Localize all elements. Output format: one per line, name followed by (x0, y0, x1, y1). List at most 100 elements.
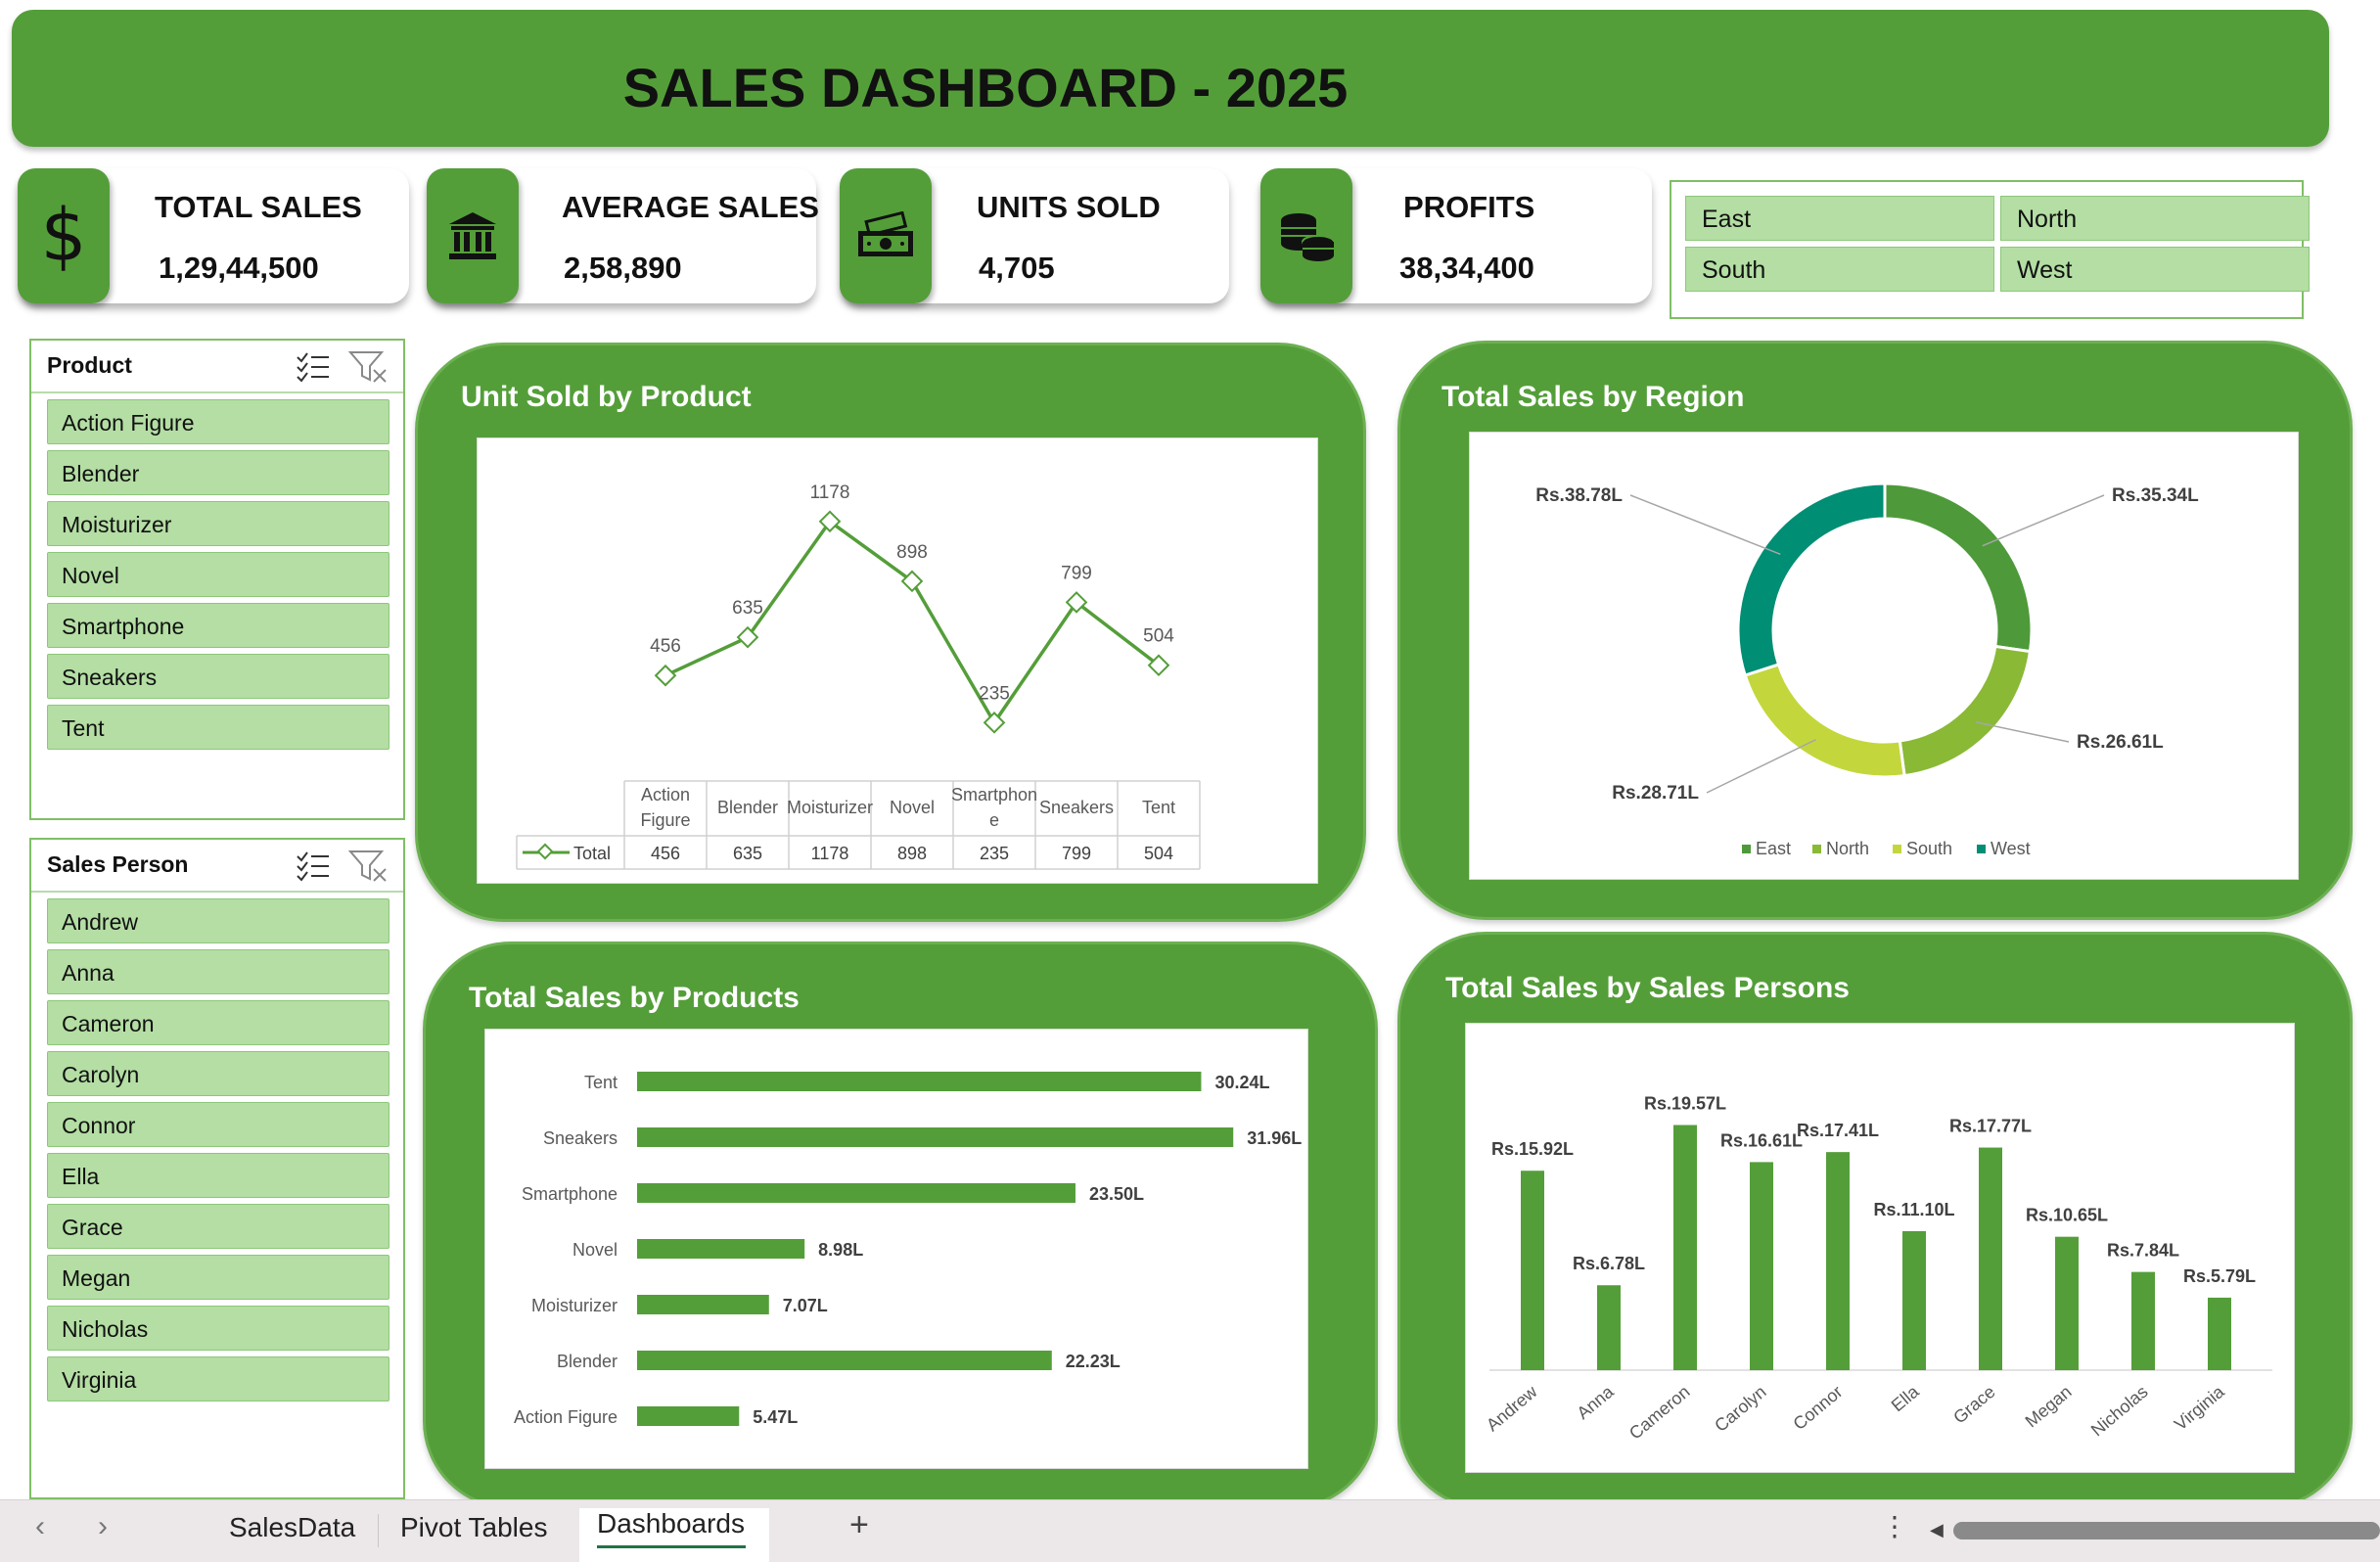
table-cell: 1178 (811, 844, 849, 863)
data-label: Rs.35.34L (2112, 485, 2199, 506)
data-point (818, 510, 842, 533)
kpi-label: PROFITS (1403, 190, 1535, 224)
product-item-tent[interactable]: Tent (47, 705, 389, 750)
bar-novel (637, 1239, 805, 1259)
data-label: 22.23L (1066, 1352, 1121, 1371)
multi-select-icon[interactable] (297, 352, 329, 383)
more-options-icon[interactable]: ⋮ (1881, 1511, 1908, 1541)
active-tab-underline (597, 1545, 746, 1548)
slicer-title: Sales Person (47, 851, 189, 877)
salesperson-item-anna[interactable]: Anna (47, 949, 389, 994)
region-button-north[interactable]: North (2000, 196, 2310, 241)
kpi-label: AVERAGE SALES (562, 190, 819, 224)
product-item-smartphone[interactable]: Smartphone (47, 603, 389, 648)
persons-bar-chart: Rs.15.92L Andrew Rs.6.78L Anna Rs.19.57L Came… (1483, 1094, 2272, 1444)
add-sheet-button[interactable]: + (849, 1506, 869, 1543)
coins-icon (1260, 168, 1352, 303)
data-point (900, 570, 924, 593)
data-label: Rs.17.41L (1797, 1121, 1879, 1140)
category-label: Novel (572, 1240, 618, 1260)
table-cell: 504 (1144, 844, 1173, 863)
data-label: Rs.5.79L (2183, 1266, 2256, 1286)
legend-label: East (1756, 839, 1791, 858)
bar-tent (637, 1072, 1202, 1091)
data-label: Rs.17.77L (1949, 1117, 2032, 1136)
bar-action-figure (637, 1406, 740, 1426)
tab-salesdata[interactable]: SalesData (229, 1512, 356, 1542)
header-banner: SALES DASHBOARD - 2025 (12, 10, 2329, 147)
salesperson-item-grace[interactable]: Grace (47, 1204, 389, 1249)
salesperson-item-nicholas[interactable]: Nicholas (47, 1306, 389, 1351)
bar-cameron (1673, 1125, 1697, 1370)
salesperson-item-virginia[interactable]: Virginia (47, 1356, 389, 1401)
chart-title: Total Sales by Sales Persons (1445, 972, 1850, 1004)
prev-sheet-icon[interactable]: ‹ (35, 1510, 45, 1542)
vbar-chart-area: Rs.15.92L Andrew Rs.6.78L Anna Rs.19.57L Came… (1465, 1023, 2295, 1473)
legend-swatch (1812, 845, 1821, 853)
panel-sales-by-persons: Total Sales by Sales Persons Rs.15.92L An… (1397, 932, 2353, 1509)
salesperson-item-ella[interactable]: Ella (47, 1153, 389, 1198)
tab-dashboards[interactable]: Dashboards (597, 1508, 745, 1539)
salesperson-item-cameron[interactable]: Cameron (47, 1000, 389, 1045)
product-item-action-figure[interactable]: Action Figure (47, 399, 389, 444)
region-button-west[interactable]: West (2000, 247, 2310, 292)
panel-units-by-product: Unit Sold by Product 456 635 1178 898 235 799… (415, 343, 1366, 922)
legend-label: Total (573, 844, 611, 863)
bar-sneakers (637, 1127, 1234, 1147)
hbar-chart-area: Tent 30.24L Sneakers 31.96L Smartphone 23.50L… (484, 1029, 1308, 1469)
data-label: 30.24L (1214, 1073, 1269, 1092)
table-cell: 898 (897, 844, 927, 863)
table-header: Figure (640, 810, 690, 830)
product-item-blender[interactable]: Blender (47, 450, 389, 495)
data-label: Rs.19.57L (1644, 1094, 1726, 1114)
data-label: Rs.10.65L (2026, 1206, 2108, 1225)
table-header: e (989, 810, 999, 830)
region-button-south[interactable]: South (1685, 247, 1994, 292)
salesperson-slicer: Sales Person Andrew Anna Cameron Ca (29, 838, 405, 1499)
kpi-value: 1,29,44,500 (159, 251, 319, 285)
data-label: 635 (732, 598, 763, 619)
bar-virginia (2208, 1297, 2231, 1370)
legend-label: North (1826, 839, 1869, 858)
category-label: Tent (584, 1073, 618, 1092)
clear-filter-icon[interactable] (347, 351, 387, 383)
table-cell: 456 (651, 844, 680, 863)
data-label: Rs.16.61L (1720, 1130, 1803, 1150)
kpi-card-total-sales: $ TOTAL SALES 1,29,44,500 (18, 168, 409, 303)
bar-ella (1902, 1230, 1926, 1370)
product-item-moisturizer[interactable]: Moisturizer (47, 501, 389, 546)
scroll-left-icon[interactable]: ◀ (1930, 1520, 1944, 1539)
salesperson-item-connor[interactable]: Connor (47, 1102, 389, 1147)
kpi-value: 38,34,400 (1399, 251, 1534, 285)
legend-label: West (1991, 839, 2031, 858)
legend-swatch (1977, 845, 1986, 853)
horizontal-scrollbar[interactable] (1953, 1522, 2380, 1539)
tab-divider (378, 1514, 379, 1547)
salesperson-item-carolyn[interactable]: Carolyn (47, 1051, 389, 1096)
cash-icon (840, 168, 932, 303)
products-hbar-chart: Tent 30.24L Sneakers 31.96L Smartphone 23.50L… (514, 1072, 1302, 1427)
data-point (983, 712, 1006, 734)
multi-select-icon[interactable] (297, 851, 329, 882)
legend-swatch (1742, 845, 1751, 853)
salesperson-item-andrew[interactable]: Andrew (47, 898, 389, 943)
salesperson-item-megan[interactable]: Megan (47, 1255, 389, 1300)
legend-label: South (1906, 839, 1952, 858)
product-item-sneakers[interactable]: Sneakers (47, 654, 389, 699)
product-item-novel[interactable]: Novel (47, 552, 389, 597)
data-label: 1178 (810, 482, 850, 503)
category-label: Blender (557, 1352, 618, 1371)
bar-moisturizer (637, 1295, 769, 1314)
bar-andrew (1521, 1171, 1544, 1370)
tab-pivot-tables[interactable]: Pivot Tables (400, 1512, 548, 1542)
leader-line (1629, 494, 1781, 555)
clear-filter-icon[interactable] (347, 850, 387, 882)
category-label: Megan (2022, 1382, 2076, 1432)
data-point (654, 664, 677, 687)
region-button-east[interactable]: East (1685, 196, 1994, 241)
data-point (736, 625, 759, 649)
next-sheet-icon[interactable]: › (98, 1510, 108, 1542)
data-label: 235 (979, 683, 1010, 704)
bar-grace (1979, 1147, 2002, 1370)
